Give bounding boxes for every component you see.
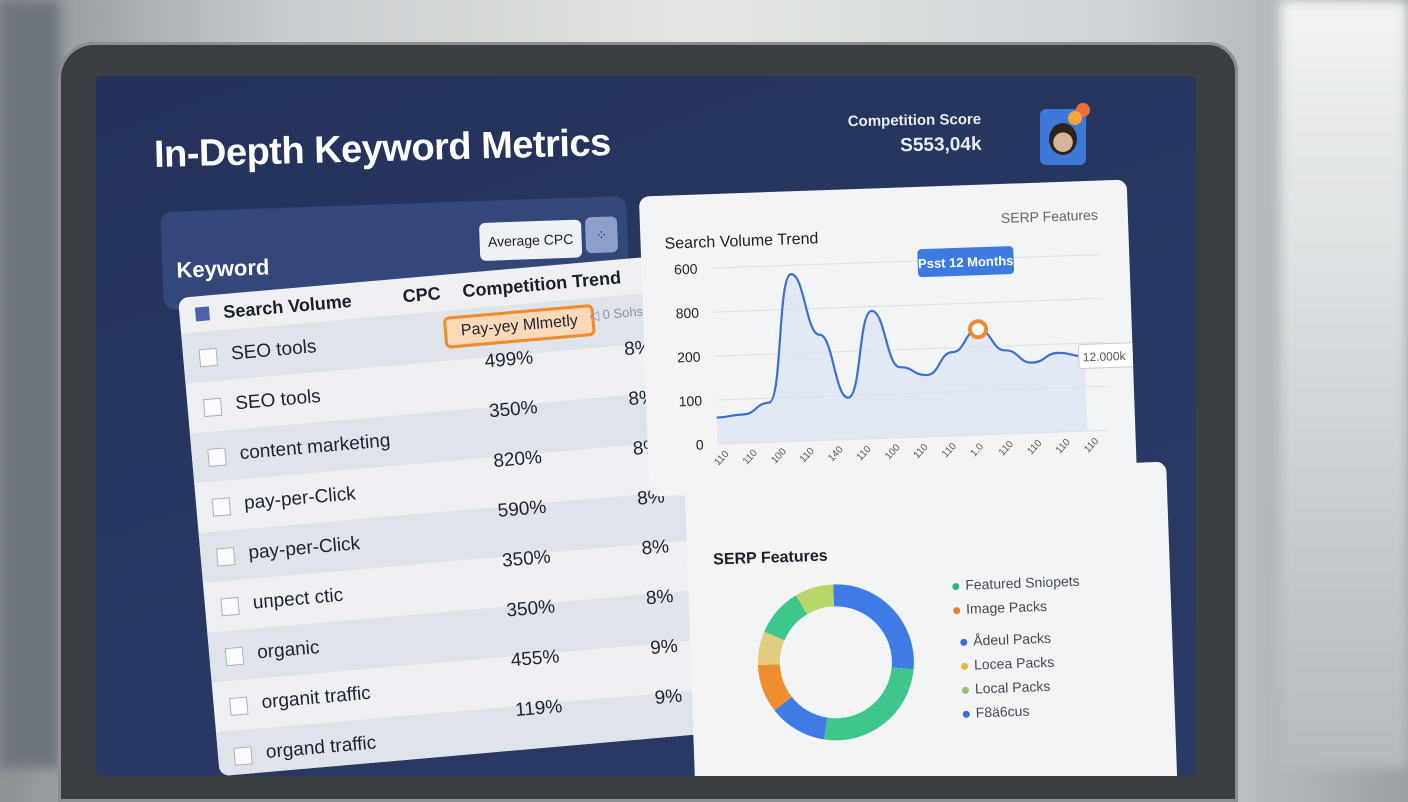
legend-swatch-icon [953,606,961,615]
area-fill [716,274,1088,445]
legend-item: Locea Packs [960,654,1054,673]
legend-swatch-icon [960,638,968,646]
keyword-cell: content marketing [238,430,392,465]
gridline [711,254,1102,269]
competition-score: Competition Score S553,04k [847,110,982,157]
user-photo [1049,123,1077,155]
page-title: In-Depth Keyword Metrics [153,122,612,176]
serp-donut-chart [757,582,916,742]
legend-item: Featured Sniopets [952,573,1080,593]
x-tick-label: 110 [940,441,959,460]
donut-slice[interactable] [822,667,916,741]
serp-features-tab[interactable]: SERP Features [1000,206,1099,226]
serp-features-card: SERP Features Featured Sniopets Image Pac… [684,461,1178,776]
y-tick-label: 600 [674,261,698,278]
competition-cell: 119% [514,696,564,722]
x-tick-label: 100 [769,446,789,466]
x-tick-label: 110 [713,449,732,468]
y-tick-label: 800 [675,305,699,322]
keyword-cell: pay-per-Click [243,483,357,514]
trend-line-chart: 0 100 200 800 600 110 110 100 110 140 110 100 110 110… [674,246,1136,468]
trend-line [716,273,1085,419]
trend-cell: 8% [640,536,670,560]
row-checkbox[interactable] [202,397,223,418]
legend-item: F8ä6cus [962,703,1030,721]
x-tick-label: 100 [883,442,903,462]
scatter-dots-icon[interactable]: ⁘ [584,216,619,254]
legend-item: Ådeul Packs [960,630,1051,649]
legend-swatch-icon [962,710,970,718]
x-tick-label: 140 [826,444,846,464]
y-tick-label: 200 [677,349,701,366]
row-checkbox[interactable] [233,746,253,766]
keyword-cell: pay-per-Click [247,533,361,564]
col-trend: Trend [571,266,622,292]
keyword-cell: organic [256,637,321,664]
legend-item: Local Packs [961,678,1051,697]
row-checkbox[interactable] [229,696,249,717]
donut-slice[interactable] [757,631,785,666]
gridline [712,297,1103,313]
competition-cell: 499% [483,347,535,373]
x-tick-label: 110 [855,444,874,463]
gridline [714,341,1105,357]
end-value-label: 12.000k [1083,349,1127,365]
competition-cell: 455% [509,646,561,672]
tooltip-text: Psst 12 Months [918,253,1014,271]
legend-swatch-icon [952,582,960,591]
trend-cell: 9% [653,685,683,709]
keyword-cell: uпpect ctic [251,584,344,614]
row-checkbox[interactable] [207,447,227,467]
legend-swatch-icon [960,662,969,670]
keyword-cell: SEO tools [234,385,322,415]
competition-cell: 350% [488,397,539,423]
trend-cell: 8% [645,586,675,610]
dashboard-screen: In-Depth Keyword Metrics Competition Sco… [96,76,1196,776]
x-tick-label: 110 [997,439,1016,458]
row-checkbox[interactable] [211,497,232,517]
x-tick-label: 110 [1082,436,1101,455]
row-checkbox[interactable] [220,596,240,617]
x-tick-label: 110 [912,442,931,461]
donut-slice[interactable] [763,595,808,641]
row-checkbox[interactable] [198,347,219,368]
y-tick-label: 0 [696,436,705,452]
keyword-cell: organd traffic [265,732,378,764]
trend-cell: 9% [649,635,679,660]
col-cpc: CPC [401,282,442,306]
donut-slice[interactable] [757,664,792,711]
competition-cell: 590% [496,496,548,522]
select-all-checkbox[interactable] [194,306,211,322]
x-tick-label: 110 [1025,438,1044,457]
avatar[interactable] [1040,103,1090,165]
legend-item: Image Packs [953,598,1047,617]
highlight-marker[interactable] [968,319,989,340]
x-tick-label: 110 [741,448,760,467]
tooltip [917,246,1014,278]
search-volume-trend-card: Search Volume Trend SERP Features 0 100 20… [638,179,1138,497]
row-checkbox[interactable] [215,547,236,567]
status-dot-icon [1068,111,1082,125]
donut-slice[interactable] [774,696,828,742]
keyword-cell: SEO tools [230,336,318,365]
x-tick-label: 110 [1054,437,1073,456]
col-competition: Competition [461,271,568,301]
competition-cell: 350% [501,546,552,572]
donut-slice[interactable] [833,582,914,672]
keyword-cell: organit traffic [260,682,372,714]
donut-slice[interactable] [795,584,835,615]
x-tick-label: 110 [798,446,817,465]
highlight-pill: Pay-yey Mlmetly [442,303,597,349]
y-tick-label: 100 [678,393,702,410]
row-checkbox[interactable] [224,646,245,667]
x-tick-label: 1.0 [969,441,987,459]
average-cpc-button[interactable]: Average CPC [479,219,583,262]
competition-cell: 820% [492,446,543,473]
legend-swatch-icon [961,686,970,694]
trend-hint: ◁ 0 Sohs [588,303,644,324]
competition-cell: 350% [505,596,556,622]
serp-card-title: SERP Features [712,547,828,569]
